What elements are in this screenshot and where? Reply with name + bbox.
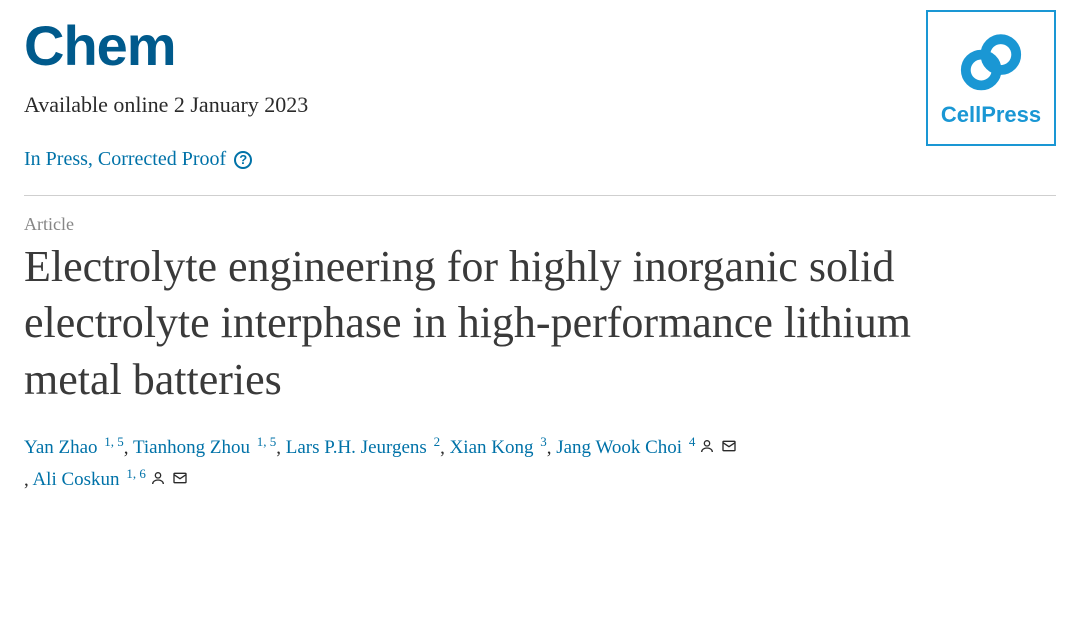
cellpress-logo-icon xyxy=(956,28,1026,98)
author-affiliation[interactable]: 1, 6 xyxy=(126,466,146,481)
help-icon[interactable]: ? xyxy=(234,151,252,169)
author[interactable]: Jang Wook Choi 4 xyxy=(556,437,737,458)
author-name[interactable]: Yan Zhao xyxy=(24,437,98,458)
article-status: In Press, Corrected Proof ? xyxy=(24,148,1056,171)
author-name[interactable]: Ali Coskun xyxy=(32,469,119,490)
article-title: Electrolyte engineering for highly inorg… xyxy=(24,239,964,408)
status-text[interactable]: In Press, Corrected Proof xyxy=(24,148,226,171)
author-separator: , xyxy=(124,437,133,458)
author-name[interactable]: Jang Wook Choi xyxy=(556,437,682,458)
author-affiliation[interactable]: 4 xyxy=(689,434,696,449)
author-affiliation[interactable]: 1, 5 xyxy=(104,434,124,449)
author-separator: , xyxy=(547,437,557,458)
person-icon[interactable] xyxy=(699,434,715,464)
author-name[interactable]: Xian Kong xyxy=(450,437,534,458)
author-separator: , xyxy=(440,437,450,458)
author[interactable]: Ali Coskun 1, 6 xyxy=(32,469,187,490)
author[interactable]: Xian Kong 3 xyxy=(450,437,547,458)
mail-icon[interactable] xyxy=(172,466,188,496)
journal-title[interactable]: Chem xyxy=(24,18,1056,74)
person-icon[interactable] xyxy=(150,466,166,496)
section-divider xyxy=(24,195,1056,196)
article-type-label: Article xyxy=(24,214,1056,235)
mail-icon[interactable] xyxy=(721,434,737,464)
author-name[interactable]: Tianhong Zhou xyxy=(133,437,250,458)
author-list: Yan Zhao 1, 5, Tianhong Zhou 1, 5, Lars … xyxy=(24,432,1056,496)
author-name[interactable]: Lars P.H. Jeurgens xyxy=(286,437,427,458)
author[interactable]: Tianhong Zhou 1, 5 xyxy=(133,437,276,458)
publisher-logo-text: CellPress xyxy=(941,102,1041,128)
author-affiliation[interactable]: 1, 5 xyxy=(257,434,277,449)
author[interactable]: Yan Zhao 1, 5 xyxy=(24,437,124,458)
publisher-logo: CellPress xyxy=(926,10,1056,146)
availability-text: Available online 2 January 2023 xyxy=(24,92,1056,118)
author[interactable]: Lars P.H. Jeurgens 2 xyxy=(286,437,440,458)
author-separator: , xyxy=(276,437,286,458)
